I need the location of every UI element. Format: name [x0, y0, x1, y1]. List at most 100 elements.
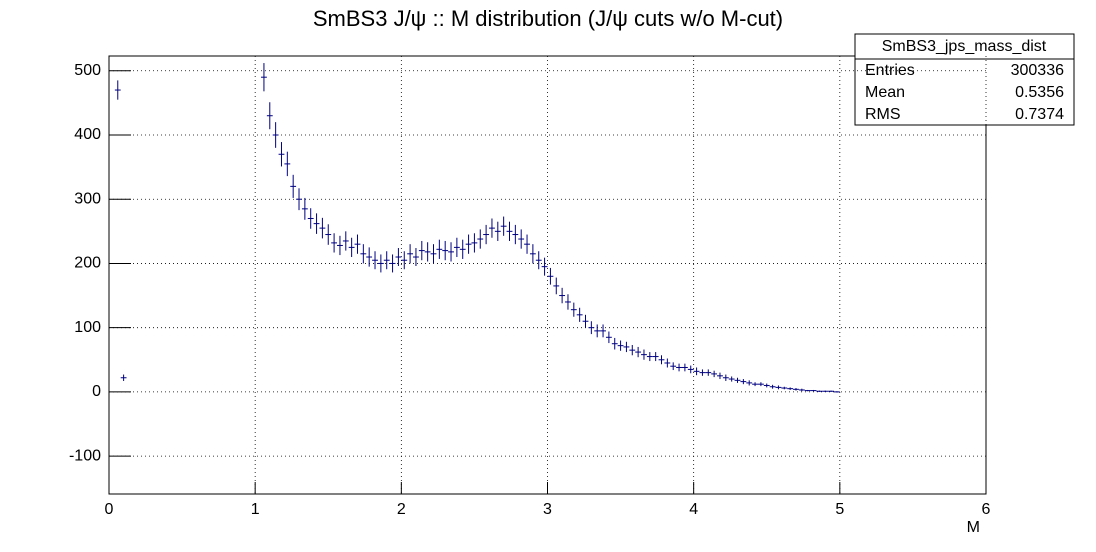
error-point [763, 383, 770, 388]
y-tick-label: 0 [92, 383, 101, 400]
error-point [570, 302, 577, 317]
error-point [489, 218, 495, 238]
error-point [506, 221, 513, 241]
error-point [576, 307, 583, 322]
error-point [272, 122, 279, 148]
error-point [366, 247, 373, 267]
x-tick-label: 0 [105, 501, 114, 518]
x-tick-label: 2 [397, 501, 406, 518]
x-tick-label: 3 [543, 501, 552, 518]
stats-label: Mean [865, 84, 905, 101]
y-tick-label: -100 [69, 447, 101, 464]
error-point [448, 242, 454, 262]
x-axis-label: M [967, 519, 980, 536]
error-point [354, 234, 361, 254]
error-point [565, 294, 571, 310]
error-point [617, 340, 624, 351]
error-point [418, 240, 425, 261]
error-point [114, 80, 121, 100]
error-point [793, 388, 799, 391]
error-point [629, 345, 636, 356]
error-point [816, 390, 823, 392]
error-point [524, 234, 530, 254]
error-point [781, 386, 788, 390]
error-point [600, 324, 606, 338]
error-point [120, 374, 127, 381]
error-point [541, 257, 548, 276]
error-point [722, 374, 729, 381]
error-point [728, 376, 735, 382]
error-point [693, 367, 700, 376]
error-point [652, 352, 659, 362]
stats-value: 0.7374 [1015, 106, 1064, 123]
error-point [658, 355, 665, 365]
error-point [301, 197, 308, 220]
y-tick-label: 300 [74, 190, 101, 207]
stats-value: 300336 [1011, 62, 1064, 79]
error-point [407, 244, 414, 264]
error-point [664, 358, 671, 368]
error-point [413, 248, 419, 267]
error-point [424, 242, 431, 262]
error-point [372, 251, 378, 270]
error-point [266, 102, 273, 130]
error-point [348, 237, 355, 258]
error-point [529, 244, 536, 264]
error-point [705, 369, 712, 376]
y-tick-label: 400 [74, 126, 101, 143]
error-point [635, 346, 642, 358]
error-point [337, 235, 343, 256]
stats-frame [854, 33, 1075, 126]
error-point [395, 248, 402, 267]
error-point [769, 384, 776, 389]
error-point [757, 382, 764, 387]
error-point [547, 267, 554, 285]
error-point [296, 188, 302, 211]
error-point [646, 352, 653, 362]
error-point [483, 224, 490, 245]
error-point [453, 237, 460, 258]
error-point [512, 224, 519, 245]
error-point [605, 331, 612, 344]
error-point [559, 287, 566, 304]
error-point [284, 151, 291, 177]
error-point [360, 244, 367, 264]
error-point [307, 208, 314, 229]
error-point [588, 321, 595, 335]
error-point [798, 388, 805, 392]
error-point [313, 213, 320, 234]
error-point [734, 377, 741, 383]
error-point [261, 63, 267, 92]
error-point [494, 221, 501, 241]
error-point [810, 389, 817, 392]
error-point [319, 217, 326, 239]
error-point [594, 324, 601, 338]
error-point [676, 363, 682, 372]
error-point [711, 370, 718, 378]
y-tick-label: 100 [74, 319, 101, 336]
x-tick-label: 4 [689, 501, 698, 518]
error-point [641, 349, 647, 360]
error-point [787, 387, 794, 390]
error-point [681, 363, 688, 372]
error-point [377, 254, 384, 273]
error-point [430, 244, 437, 264]
error-point [828, 390, 834, 392]
x-tick-label: 5 [835, 501, 844, 518]
stats-title: SmBS3_jps_mass_dist [882, 38, 1047, 55]
error-point [442, 240, 449, 261]
stats-label: RMS [865, 106, 901, 123]
error-point [500, 216, 507, 236]
x-tick-label: 1 [251, 501, 260, 518]
error-point [670, 362, 677, 371]
error-point [331, 233, 338, 253]
error-point [278, 142, 285, 167]
x-tick-label: 6 [982, 501, 991, 518]
error-point [582, 314, 589, 328]
error-point [752, 382, 758, 387]
error-point [687, 365, 694, 374]
error-point [833, 391, 840, 393]
error-point [436, 239, 443, 259]
error-point [290, 174, 297, 198]
